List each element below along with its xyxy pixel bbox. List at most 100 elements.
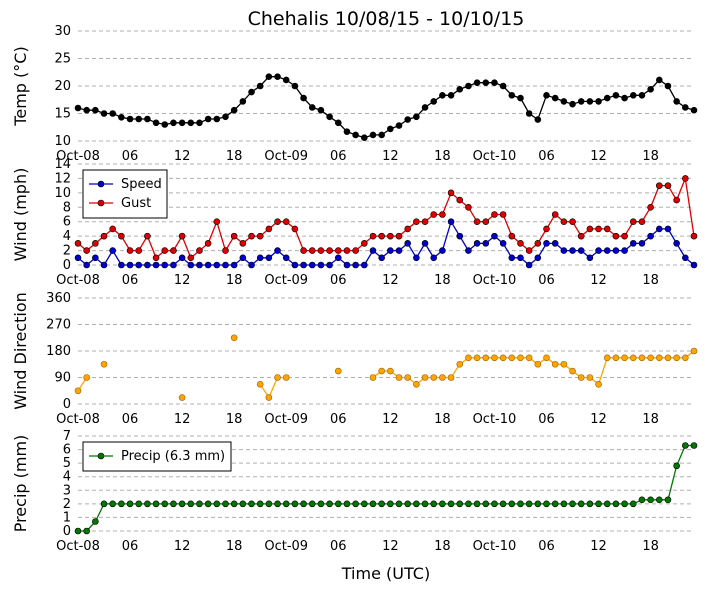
data-point — [343, 261, 351, 269]
data-point — [586, 500, 594, 508]
data-point — [595, 98, 602, 105]
x-tick-label: Oct-10 — [473, 412, 517, 427]
data-point — [664, 354, 672, 362]
data-point — [517, 354, 524, 362]
data-point — [230, 232, 238, 240]
data-point — [413, 500, 420, 508]
x-tick-label: 12 — [174, 273, 191, 288]
data-point — [334, 247, 342, 254]
x-tick-label: 06 — [330, 412, 347, 427]
data-point — [430, 500, 438, 508]
data-point — [595, 225, 602, 233]
data-point — [491, 211, 498, 218]
data-point — [74, 527, 82, 535]
data-point — [291, 261, 299, 269]
y-tick-label: 0 — [63, 524, 71, 539]
data-point — [560, 360, 568, 368]
data-point — [577, 500, 585, 508]
y-tick-label: 5 — [63, 456, 71, 471]
data-point — [83, 374, 90, 381]
data-point — [586, 374, 594, 381]
series-line — [77, 175, 695, 259]
data-point — [577, 98, 585, 105]
data-point — [638, 92, 646, 99]
legend-box — [82, 169, 168, 219]
data-point — [638, 496, 646, 504]
data-point — [248, 261, 255, 269]
data-point — [387, 500, 394, 508]
data-point — [222, 500, 229, 508]
data-point — [517, 254, 524, 262]
data-point — [595, 380, 602, 388]
data-point — [430, 211, 438, 218]
data-point — [361, 500, 368, 508]
data-point — [525, 247, 533, 254]
data-point — [282, 254, 290, 262]
data-point — [595, 247, 602, 254]
data-point — [508, 500, 516, 508]
data-point — [187, 261, 195, 269]
x-axis-label: Time (UTC) — [341, 564, 430, 583]
chart-title: Chehalis 10/08/15 - 10/10/15 — [248, 8, 525, 30]
data-point — [100, 261, 108, 269]
data-point — [673, 98, 680, 105]
data-point — [413, 218, 420, 226]
data-point — [265, 394, 273, 401]
data-point — [543, 240, 550, 247]
data-point — [465, 203, 472, 211]
data-point — [118, 261, 125, 269]
data-point — [551, 240, 559, 247]
data-point — [317, 500, 325, 508]
data-point — [352, 500, 359, 508]
data-point — [664, 182, 672, 189]
x-tick-label: 06 — [122, 412, 139, 427]
y-tick-label: 15 — [54, 107, 71, 122]
data-point — [291, 500, 299, 508]
data-point — [118, 114, 125, 121]
x-tick-label: 06 — [330, 149, 347, 164]
data-point — [690, 261, 698, 269]
data-point — [621, 500, 628, 508]
x-tick-label: Oct-08 — [56, 412, 100, 427]
data-point — [352, 131, 359, 139]
x-tick-label: 12 — [382, 412, 399, 427]
data-point — [230, 500, 238, 508]
data-point — [395, 500, 403, 508]
data-point — [508, 232, 516, 240]
data-point — [274, 374, 281, 381]
series-line — [372, 350, 695, 386]
data-point — [586, 225, 594, 233]
data-point — [491, 232, 498, 240]
data-point — [83, 247, 90, 254]
y-axis-label: Wind Direction — [11, 292, 30, 410]
data-point — [274, 500, 281, 508]
data-point — [664, 496, 672, 504]
data-point — [170, 261, 177, 269]
data-point — [560, 247, 568, 254]
data-point — [352, 261, 359, 269]
x-tick-label: Oct-10 — [473, 539, 517, 554]
data-point — [421, 104, 429, 111]
data-point — [100, 500, 108, 508]
data-point — [612, 354, 620, 362]
data-point — [534, 240, 542, 247]
data-point — [499, 354, 507, 362]
data-point — [621, 232, 628, 240]
data-point — [525, 354, 533, 362]
data-point — [664, 82, 672, 90]
data-point — [109, 110, 117, 117]
data-point — [83, 527, 90, 535]
data-point — [395, 122, 403, 129]
data-point — [204, 240, 212, 247]
data-point — [118, 500, 125, 508]
data-point — [577, 232, 585, 240]
data-point — [473, 79, 481, 86]
data-point — [447, 374, 455, 381]
x-tick-label: 12 — [174, 149, 191, 164]
data-point — [673, 240, 680, 247]
y-tick-label: 25 — [54, 52, 71, 67]
data-point — [647, 232, 654, 240]
y-tick-label: 0 — [63, 397, 71, 412]
data-point — [629, 240, 637, 247]
